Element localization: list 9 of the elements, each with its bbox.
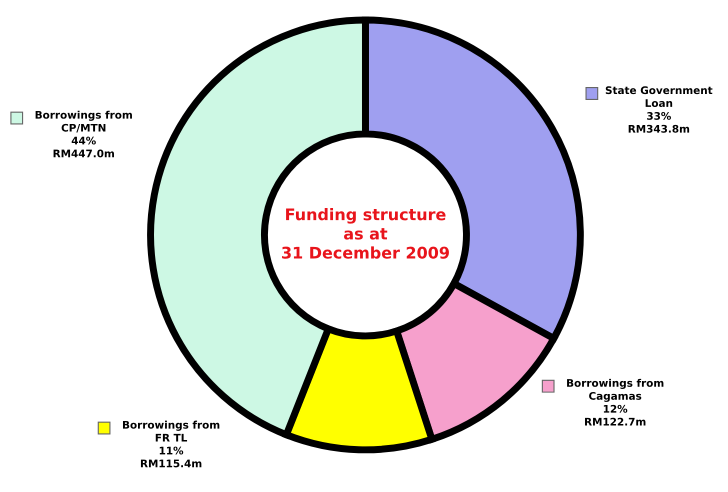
data-label: 11% RM115.4m — [140, 446, 202, 468]
data-label: 33% RM343.8m — [628, 112, 690, 133]
legend-label: Borrowings from FR TL — [122, 420, 220, 442]
legend-label: Borrowings from CP/MTN — [36, 110, 132, 133]
data-label: 12% RM122.7m — [585, 404, 646, 426]
text: Funding structure as at 31 December 2009 — [282, 208, 449, 259]
data-label: 44% RM447.0m — [54, 136, 114, 158]
legend-label: State Government Loan — [606, 86, 712, 108]
legend-label: Borrowings from Cagamas — [567, 378, 664, 402]
